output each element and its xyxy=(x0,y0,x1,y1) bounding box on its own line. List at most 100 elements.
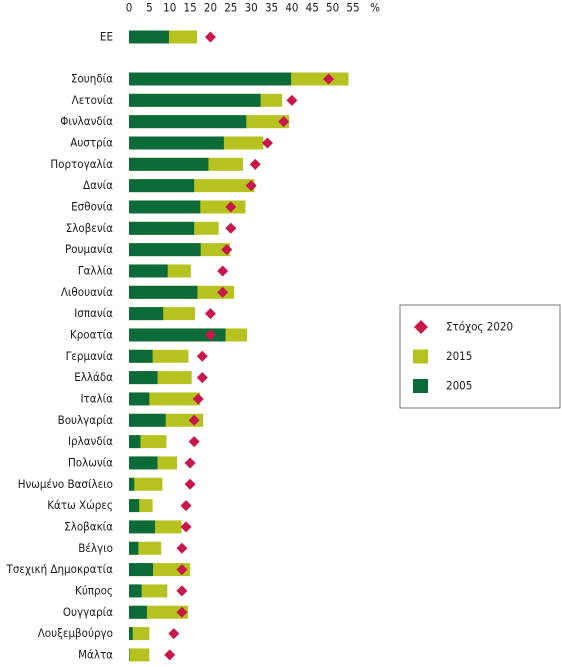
target-marker xyxy=(180,500,192,512)
category-label: Αυστρία xyxy=(70,135,113,149)
category-label: Ιταλία xyxy=(80,391,113,405)
bar xyxy=(129,115,247,129)
category-label: Βουλγαρία xyxy=(58,413,114,427)
target-marker xyxy=(188,414,200,426)
category-label: Εσθονία xyxy=(71,199,113,213)
target-marker xyxy=(184,457,196,469)
bar xyxy=(129,541,139,555)
bar xyxy=(129,499,140,513)
target-marker xyxy=(261,137,273,149)
category-label: Τσεχική Δημοκρατία xyxy=(6,562,114,576)
target-marker xyxy=(176,564,188,576)
bar xyxy=(129,328,226,342)
x-tick-label: 0 xyxy=(126,1,133,15)
target-marker xyxy=(176,542,188,554)
bar xyxy=(129,221,195,235)
x-tick-label: 35 xyxy=(265,1,278,15)
bar xyxy=(129,413,166,427)
target-marker xyxy=(217,265,229,277)
bar xyxy=(129,605,147,619)
x-tick-label: 50 xyxy=(326,1,339,15)
bar xyxy=(129,477,163,491)
bar xyxy=(129,307,164,321)
x-tick-label: 20 xyxy=(204,1,217,15)
x-tick-label: 5 xyxy=(146,1,153,15)
x-tick-label: 10 xyxy=(163,1,176,15)
bar xyxy=(129,243,201,257)
category-label: Λετονία xyxy=(72,93,114,107)
category-label: Ιρλανδία xyxy=(68,434,113,448)
legend-label: 2015 xyxy=(446,349,472,363)
x-tick-label: 15 xyxy=(184,1,197,15)
category-label: Γαλλία xyxy=(78,263,113,277)
category-label: Γερμανία xyxy=(66,349,114,363)
category-label: Ρουμανία xyxy=(65,242,113,256)
category-label: Ουγγαρία xyxy=(63,605,113,619)
bar xyxy=(129,371,158,385)
category-label: Σλοβενία xyxy=(66,221,113,235)
bar xyxy=(129,349,153,363)
bar xyxy=(129,93,261,107)
bar xyxy=(129,30,169,44)
bar xyxy=(129,627,150,641)
target-marker xyxy=(204,308,216,320)
target-marker xyxy=(196,350,208,362)
target-marker xyxy=(184,478,196,490)
target-marker xyxy=(196,372,208,384)
category-label: Κύπρος xyxy=(75,583,113,597)
x-tick-label: 55 xyxy=(346,1,359,15)
target-marker xyxy=(176,606,188,618)
bar xyxy=(129,200,201,214)
target-marker xyxy=(217,286,229,298)
category-label: Λιθουανία xyxy=(61,285,113,299)
category-label: Κάτω Χώρες xyxy=(47,498,113,512)
target-marker xyxy=(180,521,192,533)
target-marker xyxy=(221,244,233,256)
category-label: ΕΕ xyxy=(100,30,113,44)
category-label: Ηνωμένο Βασίλειο xyxy=(18,477,113,491)
bar xyxy=(129,435,141,449)
bar xyxy=(129,179,195,193)
target-marker xyxy=(192,393,204,405)
legend-swatch xyxy=(414,320,428,334)
bar xyxy=(129,264,168,278)
bar xyxy=(129,285,198,299)
bar xyxy=(129,136,224,150)
category-label: Φινλανδία xyxy=(60,114,113,128)
bar xyxy=(129,392,150,406)
category-label: Πολωνία xyxy=(68,455,113,469)
legend-label: Στόχος 2020 xyxy=(446,320,513,334)
x-tick-label: 40 xyxy=(285,1,298,15)
x-unit: % xyxy=(370,1,380,15)
target-marker xyxy=(278,116,290,128)
category-label: Μάλτα xyxy=(78,647,113,661)
target-marker xyxy=(204,31,216,43)
legend-label: 2005 xyxy=(446,379,472,393)
bar xyxy=(129,520,156,534)
bar xyxy=(129,584,142,598)
legend-swatch xyxy=(413,379,428,393)
target-marker xyxy=(286,94,298,106)
category-label: Βέλγιο xyxy=(78,541,113,555)
category-label: Πορτογαλία xyxy=(50,157,113,171)
x-tick-label: 25 xyxy=(224,1,237,15)
category-label: Δανία xyxy=(83,178,113,192)
bar xyxy=(129,563,154,577)
target-marker xyxy=(204,329,216,341)
x-tick-label: 30 xyxy=(245,1,258,15)
target-marker xyxy=(323,73,335,85)
bar xyxy=(129,648,150,662)
bar xyxy=(129,157,209,171)
target-marker xyxy=(249,158,261,170)
target-marker xyxy=(176,585,188,597)
category-label: Σλοβακία xyxy=(64,519,113,533)
bar xyxy=(129,72,292,86)
category-label: Κροατία xyxy=(70,327,113,341)
target-marker xyxy=(225,201,237,213)
category-label: Ελλάδα xyxy=(74,370,113,384)
target-marker xyxy=(168,628,180,640)
category-label: Σουηδία xyxy=(71,72,113,86)
bar xyxy=(129,477,135,491)
bar xyxy=(129,456,158,470)
